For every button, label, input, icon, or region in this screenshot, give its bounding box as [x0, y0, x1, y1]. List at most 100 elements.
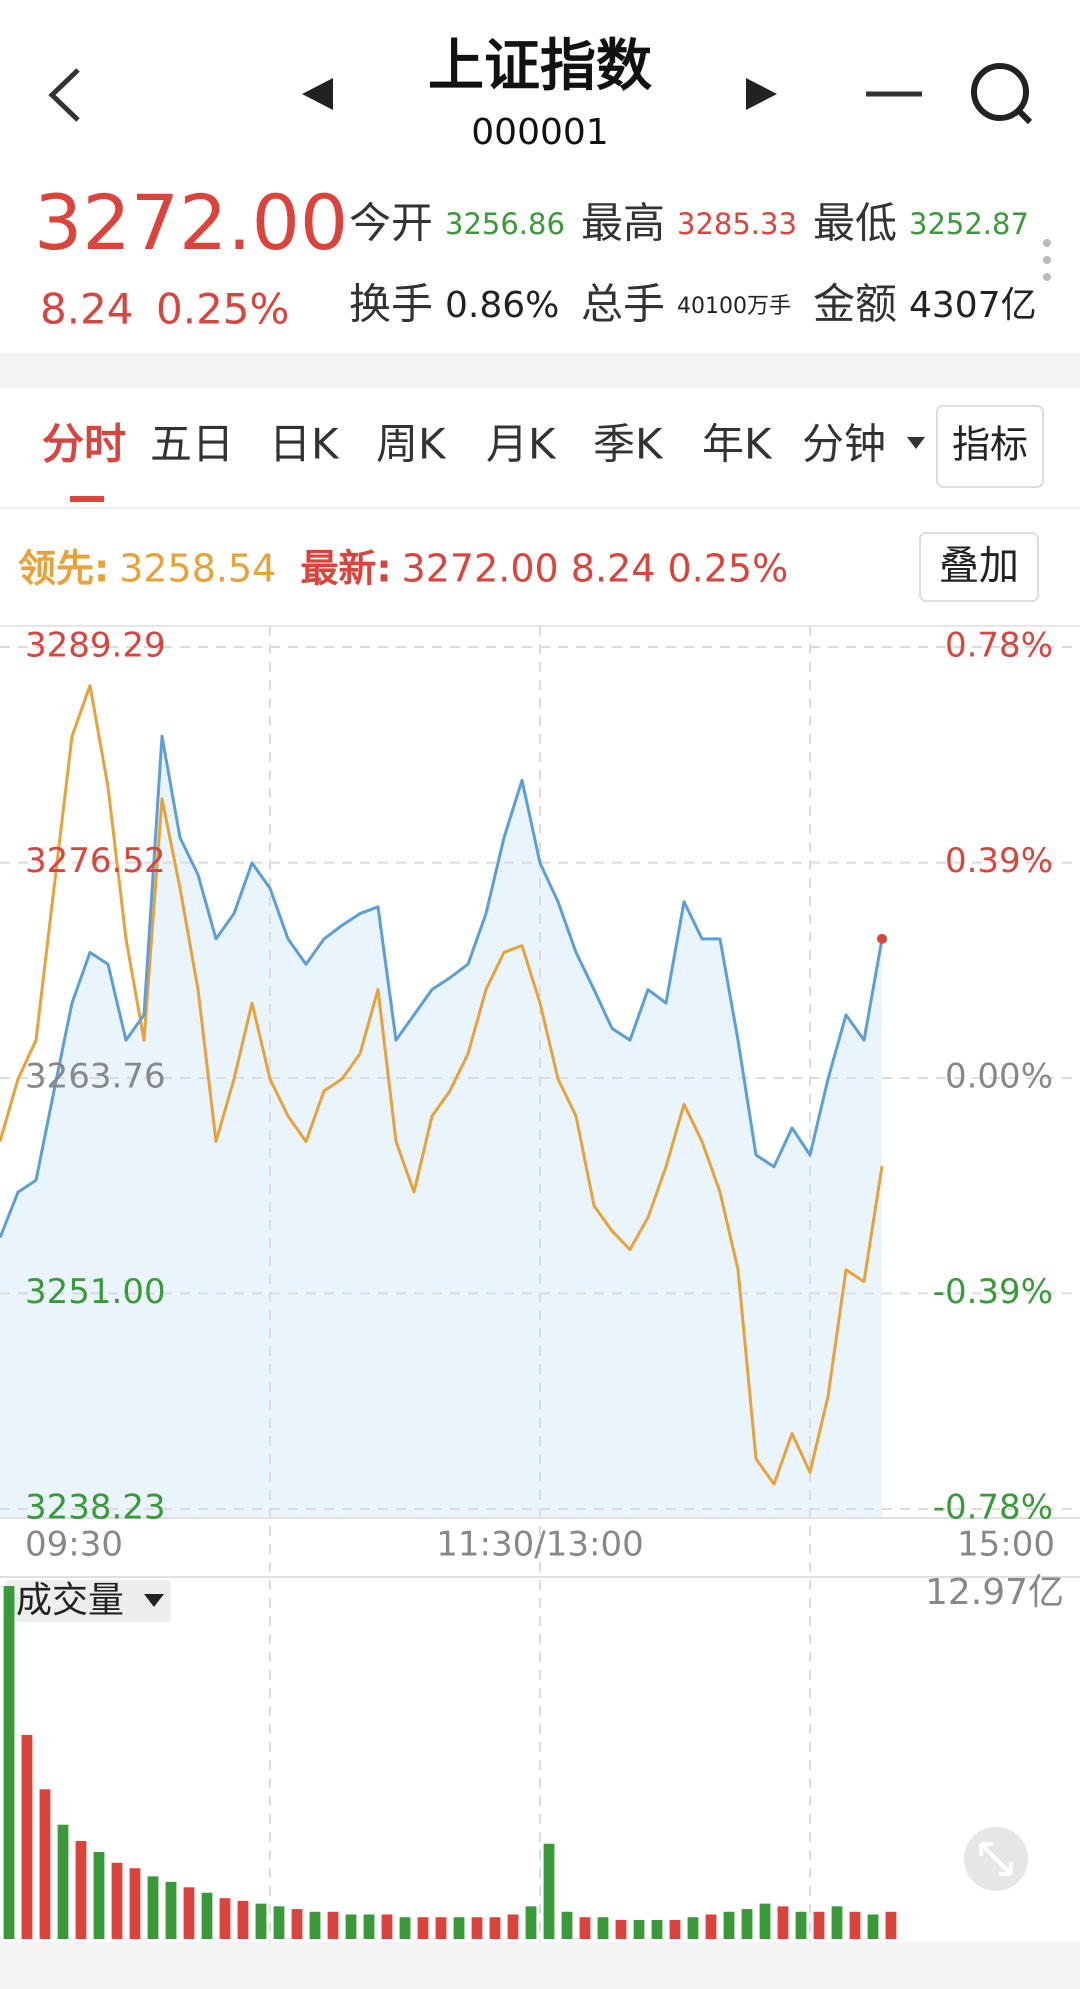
tab[interactable]: 分钟: [802, 420, 886, 469]
volume-bar: [417, 1917, 429, 1939]
separator: [0, 353, 1080, 388]
volume-bar: [561, 1911, 573, 1939]
search-button[interactable]: [971, 63, 1033, 125]
volume-bar: [201, 1892, 213, 1939]
area-fill: [0, 736, 882, 1518]
tab-indicator: [70, 496, 104, 502]
volume-bar: [759, 1903, 771, 1939]
volume-bar: [867, 1914, 879, 1939]
volume-bar: [435, 1917, 447, 1939]
volume-bar: [183, 1887, 195, 1939]
stat-label: 最低: [813, 199, 897, 248]
volume-bar: [741, 1909, 753, 1939]
prev-button[interactable]: [302, 78, 333, 110]
volume-bar: [237, 1900, 249, 1939]
more-dot[interactable]: [1043, 239, 1051, 247]
tab[interactable]: 五日: [150, 420, 234, 469]
back-button[interactable]: [48, 68, 80, 122]
volume-bar: [471, 1917, 483, 1939]
volume-bar: [579, 1917, 591, 1939]
volume-bar: [129, 1868, 141, 1939]
y-tick-label: 3251.00: [25, 1272, 166, 1312]
stat-value: 3252.87: [909, 207, 1029, 241]
volume-bar: [723, 1911, 735, 1939]
dropdown-arrow[interactable]: [907, 437, 925, 449]
volume-bar: [381, 1914, 393, 1939]
x-tick-label: 15:00: [957, 1525, 1055, 1565]
volume-bar: [651, 1919, 663, 1939]
volume-bar: [255, 1903, 267, 1939]
volume-bar: [75, 1841, 87, 1939]
stat-value: 3285.33: [677, 207, 797, 241]
tab[interactable]: 周K: [376, 420, 447, 469]
stat-value: 3256.86: [445, 207, 565, 241]
footer: [0, 1942, 1080, 1989]
volume-bar: [57, 1824, 69, 1939]
search-handle: [1015, 107, 1033, 125]
volume-label[interactable]: 成交量: [16, 1580, 124, 1621]
volume-bar: [543, 1843, 555, 1939]
legend-label: 最新:: [300, 547, 391, 591]
legend-value: 3272.00 8.24 0.25%: [402, 547, 789, 591]
volume-bar: [489, 1917, 501, 1939]
stat-label: 今开: [349, 199, 433, 248]
expand-icon: [979, 1842, 1013, 1876]
volume-bar: [795, 1911, 807, 1939]
tab[interactable]: 年K: [702, 420, 773, 469]
price: 3272.00: [34, 178, 348, 267]
volume-bar: [3, 1586, 15, 1939]
y2-tick-label: 0.78%: [945, 626, 1053, 666]
volume-dropdown[interactable]: [144, 1594, 164, 1607]
y-tick-label: 3289.29: [25, 626, 166, 666]
stat-label: 金额: [813, 280, 897, 329]
volume-bar: [147, 1876, 159, 1939]
y2-tick-label: 0.00%: [945, 1057, 1053, 1097]
y2-tick-label: -0.78%: [933, 1488, 1053, 1528]
tab[interactable]: 月K: [486, 420, 557, 469]
legend-label: 领先:: [18, 547, 109, 591]
volume-bar: [849, 1911, 861, 1939]
tab[interactable]: 分时: [42, 420, 126, 469]
volume-bar: [453, 1917, 465, 1939]
volume-bar: [219, 1898, 231, 1939]
volume-bar: [813, 1911, 825, 1939]
indicator-button[interactable]: 指标: [952, 423, 1028, 467]
tab[interactable]: 日K: [269, 420, 340, 469]
more-dot[interactable]: [1043, 256, 1051, 264]
expand-button[interactable]: [964, 1827, 1028, 1891]
volume-badge[interactable]: [6, 1580, 171, 1622]
volume-bar: [597, 1917, 609, 1939]
volume-bar: [309, 1911, 321, 1939]
indicator-button-box[interactable]: [936, 405, 1044, 488]
volume-tick-label: 12.97亿: [925, 1572, 1064, 1613]
volume-bar: [525, 1906, 537, 1939]
title: 上证指数: [428, 34, 652, 99]
volume-bar: [507, 1914, 519, 1939]
volume-bar: [273, 1906, 285, 1939]
volume-bar: [669, 1919, 681, 1939]
overlay-button[interactable]: 叠加: [939, 543, 1019, 589]
search-icon: [971, 63, 1029, 121]
legend-value: 3258.54: [119, 547, 276, 591]
volume-bar: [885, 1911, 897, 1939]
more-dot[interactable]: [1043, 273, 1051, 281]
change-pct: 0.25%: [156, 285, 289, 334]
overlay-button-box[interactable]: [919, 532, 1039, 602]
last-point: [877, 933, 887, 944]
next-button[interactable]: [746, 78, 777, 110]
volume-bar: [633, 1919, 645, 1939]
price-line: [0, 734, 884, 1239]
y2-tick-label: 0.39%: [945, 841, 1053, 881]
price-line: [0, 684, 884, 1486]
volume-bar: [687, 1917, 699, 1939]
tab[interactable]: 季K: [593, 420, 664, 469]
volume-bar: [345, 1914, 357, 1939]
volume-bar: [777, 1906, 789, 1939]
stat-label: 最高: [581, 199, 665, 248]
code: 000001: [471, 112, 608, 153]
stat-label: 换手: [349, 280, 433, 329]
y-tick-label: 3276.52: [25, 841, 166, 881]
x-tick-label: 11:30/13:00: [436, 1525, 643, 1565]
